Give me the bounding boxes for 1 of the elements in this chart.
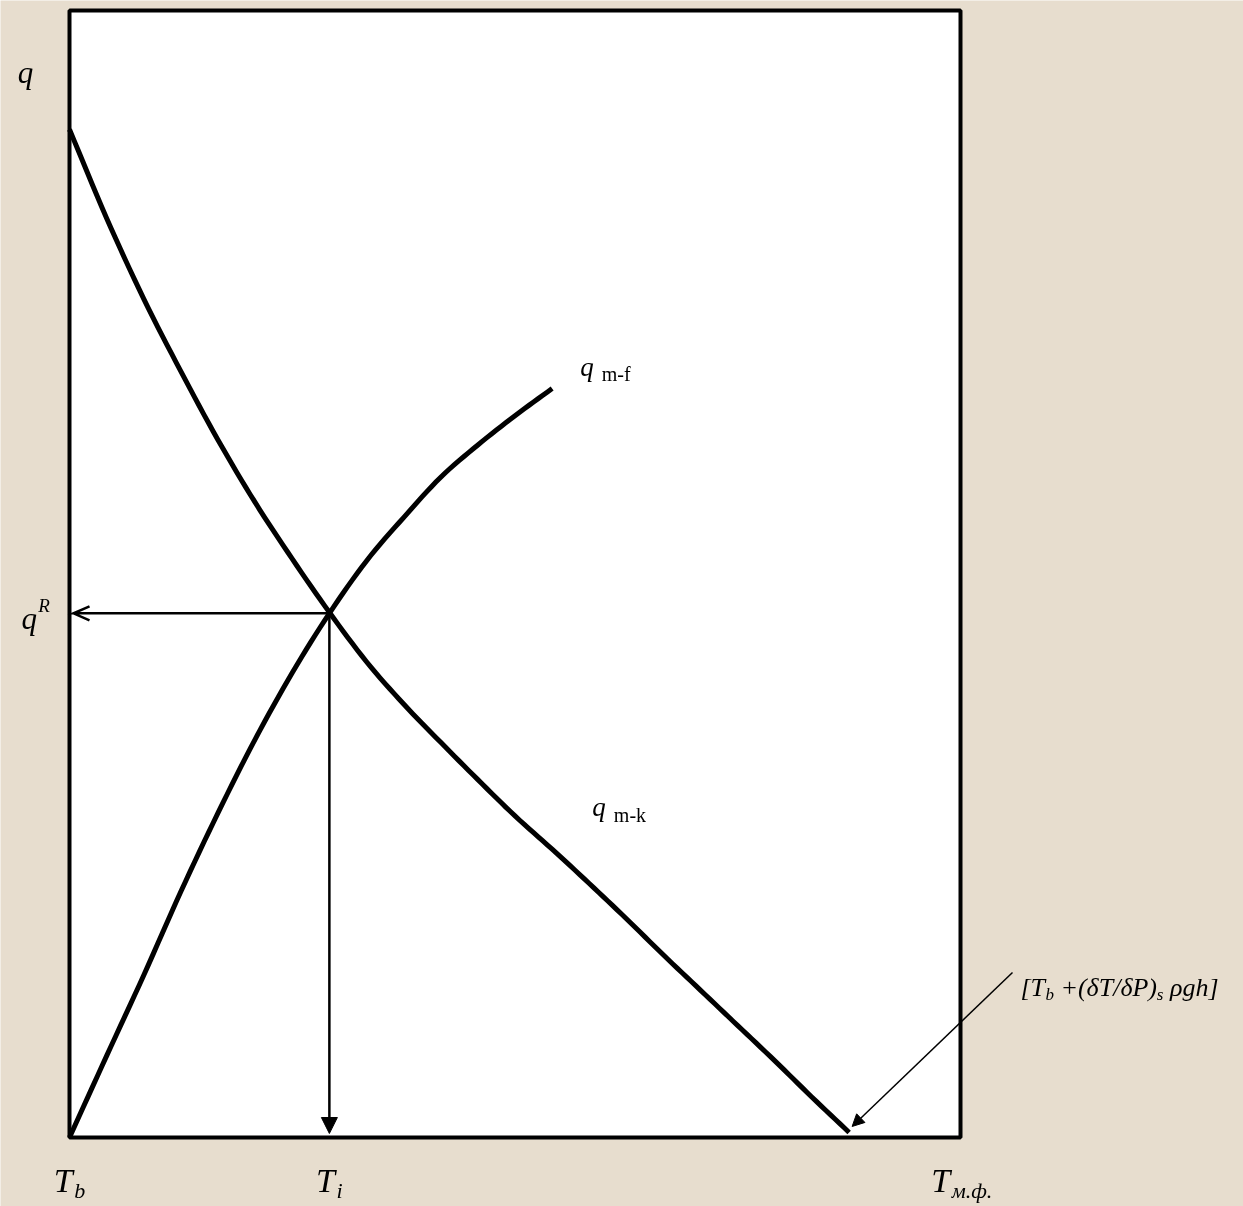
y-axis-title: q [17, 55, 34, 90]
